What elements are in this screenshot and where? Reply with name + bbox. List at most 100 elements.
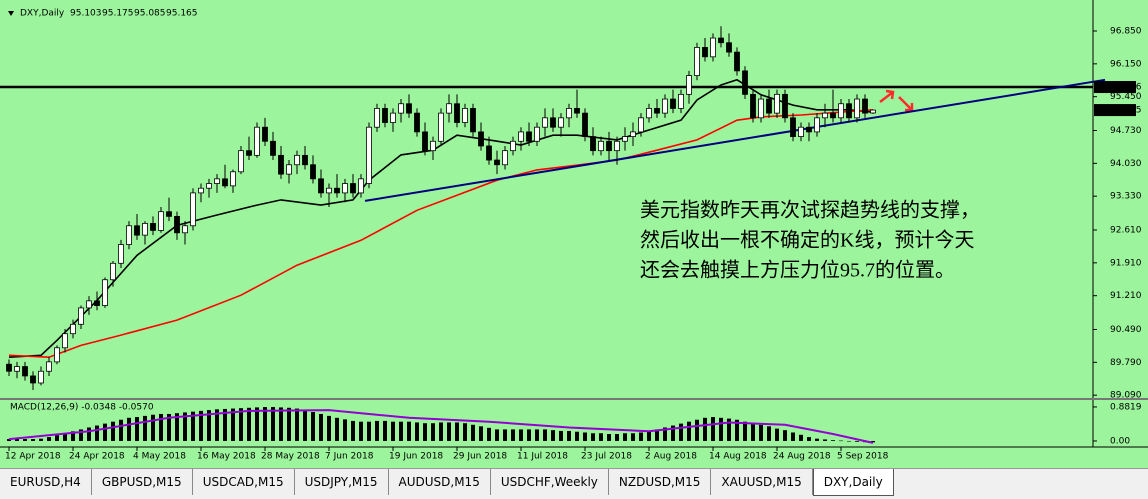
macd-title: MACD(12,26,9) -0.0348 -0.0570 [10,403,154,413]
candle-body [838,103,844,119]
macd-bar [199,410,203,441]
macd-bar [559,430,563,441]
macd-bar [367,421,371,441]
candle-body [798,126,804,137]
macd-bar [191,411,195,441]
price-tag [1094,81,1136,94]
macd-bar [127,417,131,441]
arrow-up [879,89,895,103]
macd-bar [151,414,155,441]
chart-tab[interactable]: XAUUSD,M15 [711,469,813,495]
macd-bar [703,417,707,441]
chart-tab[interactable]: AUDUSD,M15 [389,469,491,495]
candle-body [462,108,468,123]
x-tick-label: 12 Apr 2018 [5,452,61,462]
macd-bar [855,440,859,442]
chart-tab[interactable]: USDCAD,M15 [193,469,295,495]
candle-body [14,366,20,372]
candle-body [342,183,348,194]
macd-bar [207,410,211,441]
chart-tab[interactable]: USDCHF,Weekly [491,469,609,495]
candle-body [134,225,140,236]
candle-body [118,244,124,264]
macd-bar [735,419,739,441]
candle-body [246,150,252,156]
macd-bar [111,421,115,441]
macd-bar [47,437,51,441]
candle-body [734,51,740,72]
macd-bar [591,433,595,441]
macd-bar [327,415,331,441]
chart-tab[interactable]: EURUSD,H4 [0,469,92,495]
macd-bar [471,424,475,441]
candle-body [142,223,148,236]
candle-body [54,347,60,363]
macd-bar [319,413,323,441]
candle-body [526,131,532,142]
macd-bar [519,429,523,441]
macd-bar [311,412,315,441]
candle-body [126,225,132,245]
macd-bar [103,423,107,441]
chart-tab[interactable]: DXY,Daily [812,469,894,496]
macd-bar [639,432,643,441]
macd-bar [551,430,555,441]
macd-bar [391,421,395,441]
candle-body [214,178,220,184]
x-tick-label: 7 Jun 2018 [325,452,374,462]
y-tick-label: 96.850 [1110,26,1142,36]
macd-bar [431,423,435,441]
candle-body [766,98,772,114]
macd-bar [815,438,819,441]
macd-bar [791,432,795,441]
macd-bar [175,413,179,441]
macd-y-tick-label: 0.8819 [1110,402,1142,412]
macd-bar [575,431,579,441]
candle-body [366,126,372,184]
candle-body [678,93,684,109]
candle-body [622,136,628,142]
candle-body [670,98,676,109]
macd-bar [7,439,11,441]
candle-body [110,262,116,281]
candle-body [550,117,556,128]
macd-bar [799,434,803,441]
macd-y-tick-label: 0.00 [1110,436,1130,446]
macd-bar [463,423,467,441]
macd-bar [135,417,139,441]
macd-bar [231,408,235,441]
macd-bar [487,427,491,441]
macd-bar [383,420,387,441]
macd-bar [527,429,531,441]
macd-bar [623,433,627,441]
candle-body [598,140,604,152]
candle-body [574,108,580,114]
macd-bar [479,426,483,441]
trend-line [364,78,1106,202]
ohlc-value: 95.175 [102,9,134,19]
candle-body [718,37,724,44]
macd-bar [711,417,715,441]
macd-bar [719,417,723,441]
candle-body [166,211,172,217]
chart-tab[interactable]: GBPUSD,M15 [92,469,193,495]
candle-body [654,108,660,114]
candle-body [222,178,228,187]
candle-body [782,93,788,119]
x-tick-label: 5 Sep 2018 [837,452,889,462]
candle-body [790,117,796,137]
candle-body [302,154,308,166]
candle-body [30,375,36,384]
candle-body [646,108,652,119]
candle-body [470,108,476,133]
candle-body [238,150,244,173]
candle-body [862,98,868,114]
x-tick-label: 24 Apr 2018 [69,452,125,462]
candle-body [422,131,428,152]
chart-tab[interactable]: NZDUSD,M15 [609,469,712,495]
x-tick-label: 11 Jul 2018 [517,452,568,462]
chart-tab[interactable]: USDJPY,M15 [295,469,389,495]
candle-body [726,42,732,53]
macd-bar [295,408,299,441]
candle-body [102,279,108,306]
